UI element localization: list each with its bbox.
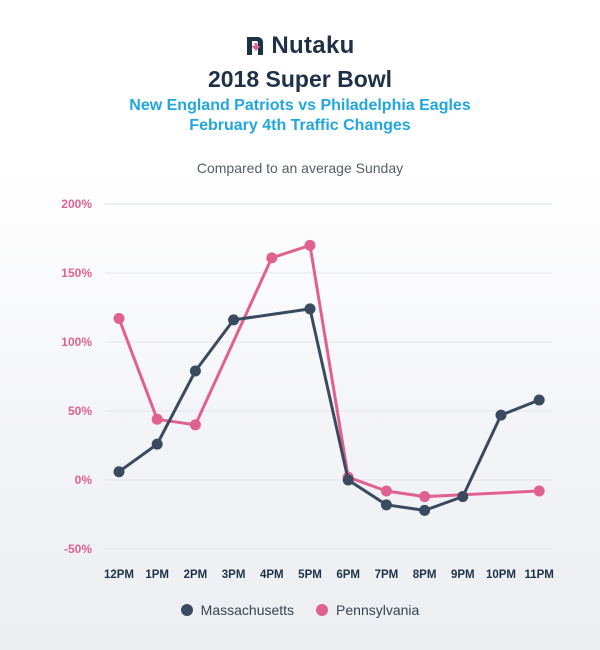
- data-point-pennsylvania: [304, 239, 316, 251]
- data-point-massachusetts: [495, 409, 507, 421]
- data-point-pennsylvania: [419, 491, 431, 503]
- x-tick-label: 9PM: [451, 569, 475, 581]
- chart-subtitle-line-1: New England Patriots vs Philadelphia Eag…: [129, 97, 471, 114]
- data-point-massachusetts: [380, 499, 392, 511]
- legend-swatch-pennsylvania: [316, 604, 329, 616]
- y-tick-label: 0%: [75, 473, 93, 487]
- data-point-pennsylvania: [266, 252, 278, 264]
- data-point-massachusetts: [113, 466, 125, 478]
- data-point-massachusetts: [151, 438, 163, 450]
- data-point-pennsylvania: [151, 413, 163, 425]
- legend-item-massachusetts: Massachusetts: [180, 602, 295, 618]
- legend-label-massachusetts: Massachusetts: [200, 602, 295, 618]
- data-point-massachusetts: [304, 303, 316, 315]
- x-tick-label: 5PM: [298, 569, 322, 581]
- chart-title: 2018 Super Bowl: [207, 66, 393, 92]
- chart-subtitle-line-2: February 4th Traffic Changes: [189, 117, 411, 134]
- data-point-massachusetts: [457, 491, 469, 503]
- x-tick-label: 11PM: [524, 569, 553, 581]
- data-point-massachusetts: [342, 474, 354, 486]
- x-tick-label: 7PM: [375, 569, 399, 581]
- y-tick-label: 150%: [61, 266, 92, 280]
- chart-legend: Massachusetts Pennsylvania: [0, 602, 600, 618]
- data-point-pennsylvania: [533, 485, 545, 497]
- x-tick-label: 12PM: [104, 569, 134, 581]
- y-tick-label: 50%: [68, 404, 92, 418]
- data-point-pennsylvania: [380, 485, 392, 497]
- data-point-massachusetts: [228, 314, 240, 326]
- x-tick-label: 6PM: [336, 569, 360, 581]
- y-tick-label: 200%: [61, 197, 92, 211]
- x-tick-label: 2PM: [184, 569, 208, 581]
- series-line-pennsylvania: [117, 243, 541, 499]
- x-tick-label: 10PM: [486, 569, 516, 581]
- x-tick-label: 3PM: [222, 569, 246, 581]
- data-point-pennsylvania: [113, 313, 125, 325]
- data-point-massachusetts: [419, 504, 431, 516]
- data-point-massachusetts: [533, 394, 545, 406]
- data-point-massachusetts: [189, 365, 201, 377]
- chart-note: Compared to an average Sunday: [196, 160, 404, 176]
- x-tick-label: 8PM: [413, 569, 437, 581]
- x-tick-label: 4PM: [260, 569, 284, 581]
- y-tick-label: -50%: [64, 542, 92, 556]
- y-tick-label: 100%: [61, 335, 92, 349]
- legend-label-pennsylvania: Pennsylvania: [336, 602, 420, 618]
- x-tick-label: 1PM: [145, 569, 169, 581]
- legend-swatch-massachusetts: [180, 604, 193, 616]
- nutaku-logo-icon: [247, 37, 264, 55]
- brand-name: Nutaku: [271, 32, 355, 59]
- brand-logo: Nutaku: [0, 32, 600, 60]
- legend-item-pennsylvania: Pennsylvania: [316, 602, 419, 618]
- data-point-pennsylvania: [189, 419, 201, 431]
